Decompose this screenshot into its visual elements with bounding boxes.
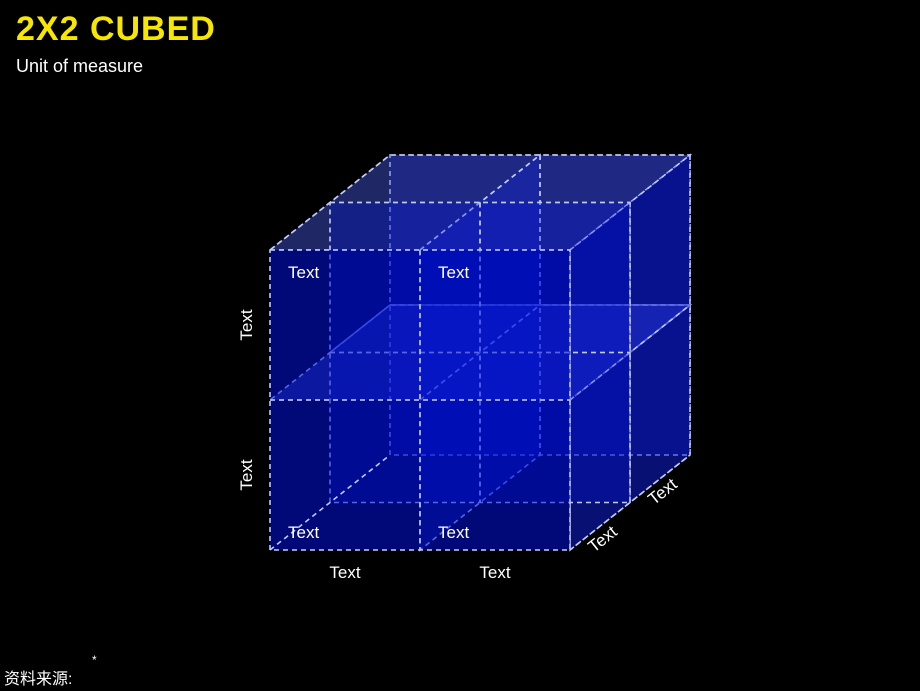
footnote-star: * <box>92 653 97 667</box>
page-title: 2X2 CUBED <box>16 10 216 49</box>
cube-diagram: TextTextTextTextTextTextTextTextTextText <box>210 120 770 640</box>
page-subtitle: Unit of measure <box>16 56 143 77</box>
label-bottom-axis-right: Text <box>479 563 510 582</box>
label-left-axis-bottom: Text <box>237 459 256 490</box>
label-front-bottom-right: Text <box>438 523 469 542</box>
source-label: 资料来源: <box>4 665 72 689</box>
label-front-top-right: Text <box>438 263 469 282</box>
label-bottom-axis-left: Text <box>329 563 360 582</box>
label-front-top-left: Text <box>288 263 319 282</box>
label-left-axis-top: Text <box>237 309 256 340</box>
label-front-bottom-left: Text <box>288 523 319 542</box>
